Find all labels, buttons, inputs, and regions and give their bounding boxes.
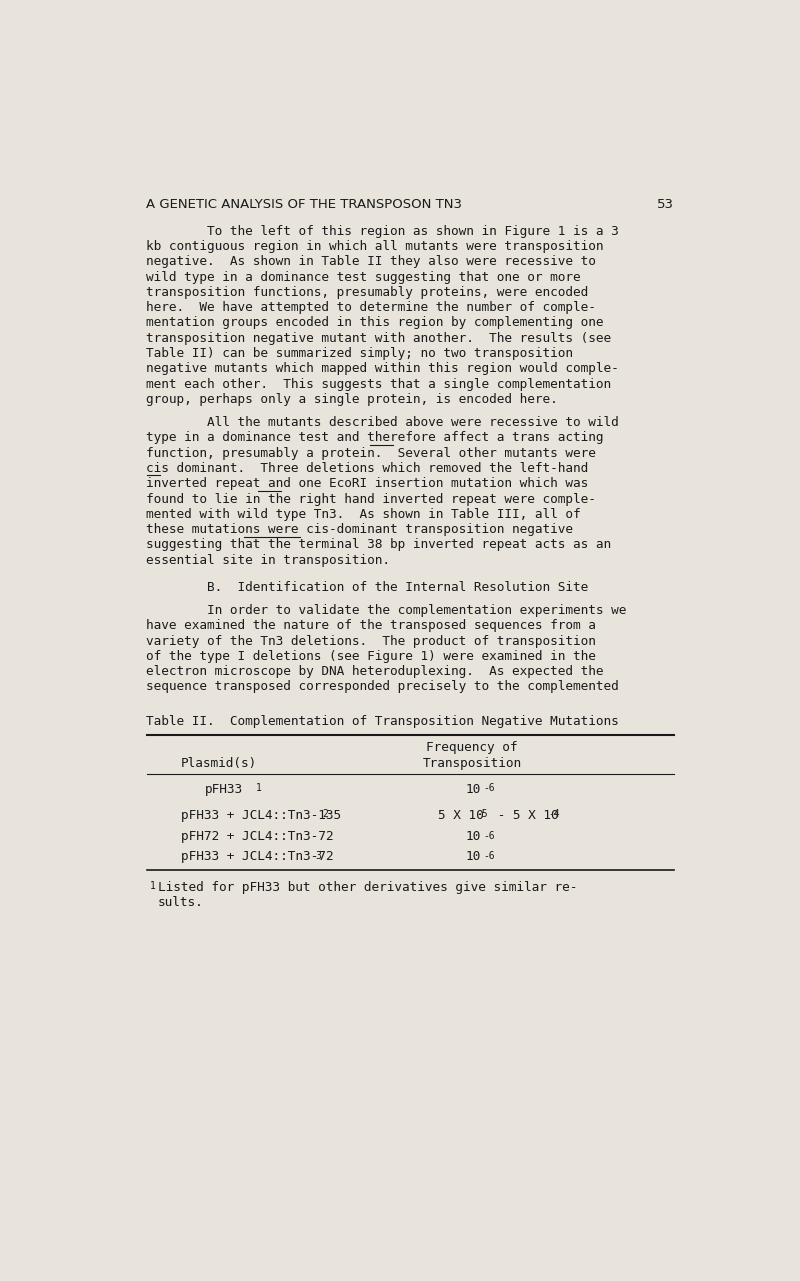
Text: - 5 X 10: - 5 X 10: [490, 808, 558, 821]
Text: Plasmid(s): Plasmid(s): [181, 757, 257, 770]
Text: found to lie in the right hand inverted repeat were comple-: found to lie in the right hand inverted …: [146, 492, 596, 506]
Text: pFH33: pFH33: [205, 783, 243, 796]
Text: 3: 3: [315, 851, 321, 861]
Text: electron microscope by DNA heteroduplexing.  As expected the: electron microscope by DNA heteroduplexi…: [146, 665, 604, 678]
Text: -5: -5: [476, 810, 488, 820]
Text: pFH33 + JCL4::Tn3-135: pFH33 + JCL4::Tn3-135: [181, 808, 341, 821]
Text: suggesting that the terminal 38 bp inverted repeat acts as an: suggesting that the terminal 38 bp inver…: [146, 538, 612, 551]
Text: 1: 1: [256, 784, 262, 793]
Text: type in a dominance test and therefore affect a trans acting: type in a dominance test and therefore a…: [146, 432, 604, 445]
Text: 10: 10: [466, 783, 481, 796]
Text: In order to validate the complementation experiments we: In order to validate the complementation…: [146, 605, 627, 617]
Text: All the mutants described above were recessive to wild: All the mutants described above were rec…: [146, 416, 619, 429]
Text: Frequency of: Frequency of: [426, 742, 518, 755]
Text: Listed for pFH33 but other derivatives give similar re-: Listed for pFH33 but other derivatives g…: [158, 880, 577, 894]
Text: function, presumably a protein.  Several other mutants were: function, presumably a protein. Several …: [146, 447, 596, 460]
Text: -4: -4: [548, 810, 560, 820]
Text: 2: 2: [322, 810, 328, 820]
Text: sults.: sults.: [158, 895, 203, 908]
Text: 5 X 10: 5 X 10: [438, 808, 484, 821]
Text: 10: 10: [466, 830, 481, 843]
Text: essential site in transposition.: essential site in transposition.: [146, 553, 390, 566]
Text: 10: 10: [466, 851, 481, 863]
Text: have examined the nature of the transposed sequences from a: have examined the nature of the transpos…: [146, 619, 596, 633]
Text: A GENETIC ANALYSIS OF THE TRANSPOSON TN3: A GENETIC ANALYSIS OF THE TRANSPOSON TN3: [146, 199, 462, 211]
Text: negative mutants which mapped within this region would comple-: negative mutants which mapped within thi…: [146, 363, 619, 375]
Text: these mutations were cis-dominant transposition negative: these mutations were cis-dominant transp…: [146, 523, 574, 537]
Text: 1: 1: [150, 880, 155, 890]
Text: cis dominant.  Three deletions which removed the left-hand: cis dominant. Three deletions which remo…: [146, 462, 589, 475]
Text: Table II.  Complementation of Transposition Negative Mutations: Table II. Complementation of Transpositi…: [146, 716, 619, 729]
Text: Table II) can be summarized simply; no two transposition: Table II) can be summarized simply; no t…: [146, 347, 574, 360]
Text: To the left of this region as shown in Figure 1 is a 3: To the left of this region as shown in F…: [146, 224, 619, 238]
Text: inverted repeat and one EcoRI insertion mutation which was: inverted repeat and one EcoRI insertion …: [146, 478, 589, 491]
Text: variety of the Tn3 deletions.  The product of transposition: variety of the Tn3 deletions. The produc…: [146, 634, 596, 648]
Text: wild type in a dominance test suggesting that one or more: wild type in a dominance test suggesting…: [146, 270, 581, 283]
Text: -6: -6: [483, 851, 494, 861]
Text: kb contiguous region in which all mutants were transposition: kb contiguous region in which all mutant…: [146, 240, 604, 254]
Text: transposition negative mutant with another.  The results (see: transposition negative mutant with anoth…: [146, 332, 612, 345]
Text: mented with wild type Tn3.  As shown in Table III, all of: mented with wild type Tn3. As shown in T…: [146, 507, 581, 521]
Text: -6: -6: [483, 784, 494, 793]
Text: sequence transposed corresponded precisely to the complemented: sequence transposed corresponded precise…: [146, 680, 619, 693]
Text: 53: 53: [657, 199, 674, 211]
Text: ment each other.  This suggests that a single complementation: ment each other. This suggests that a si…: [146, 378, 612, 391]
Text: mentation groups encoded in this region by complementing one: mentation groups encoded in this region …: [146, 316, 604, 329]
Text: pFH72 + JCL4::Tn3-72: pFH72 + JCL4::Tn3-72: [181, 830, 333, 843]
Text: B.  Identification of the Internal Resolution Site: B. Identification of the Internal Resolu…: [146, 580, 589, 594]
Text: negative.  As shown in Table II they also were recessive to: negative. As shown in Table II they also…: [146, 255, 596, 268]
Text: transposition functions, presumably proteins, were encoded: transposition functions, presumably prot…: [146, 286, 589, 298]
Text: group, perhaps only a single protein, is encoded here.: group, perhaps only a single protein, is…: [146, 393, 558, 406]
Text: pFH33 + JCL4::Tn3-72: pFH33 + JCL4::Tn3-72: [181, 851, 333, 863]
Text: Transposition: Transposition: [422, 757, 522, 770]
Text: of the type I deletions (see Figure 1) were examined in the: of the type I deletions (see Figure 1) w…: [146, 649, 596, 662]
Text: -6: -6: [483, 831, 494, 840]
Text: here.  We have attempted to determine the number of comple-: here. We have attempted to determine the…: [146, 301, 596, 314]
